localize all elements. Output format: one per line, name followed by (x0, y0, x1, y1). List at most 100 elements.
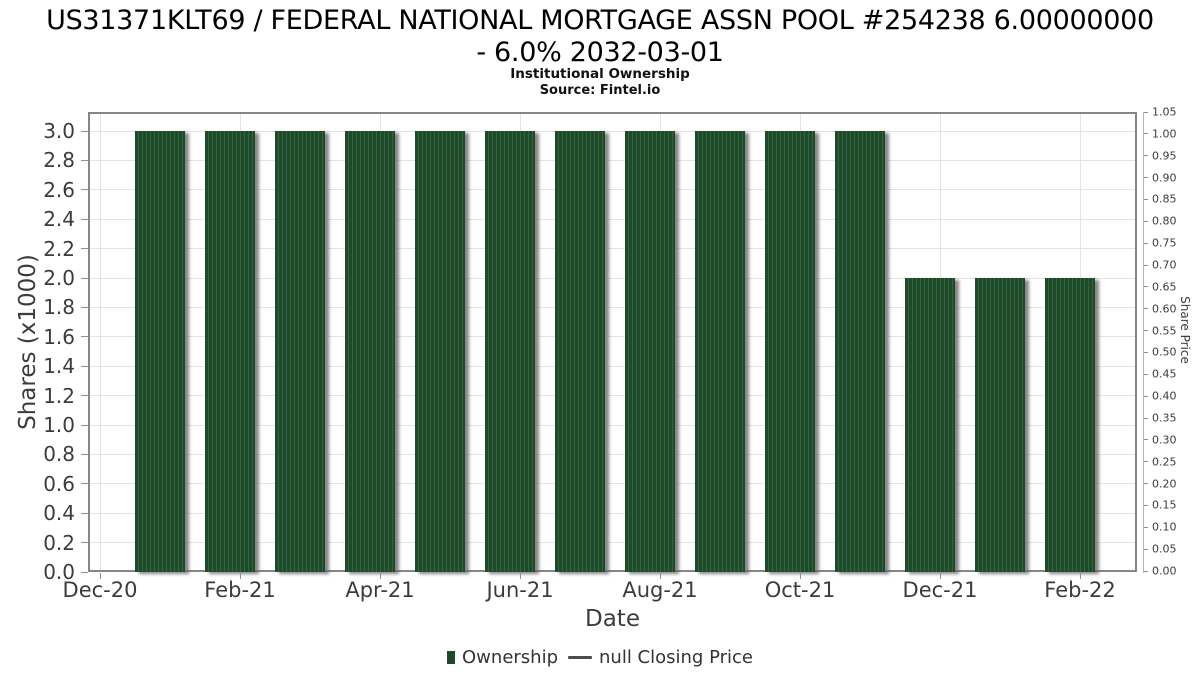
x-tick-mark-Apr-21 (380, 573, 381, 579)
right-tick-label-0.55: 0.55 (1152, 324, 1177, 338)
left-tick-mark-2.0 (81, 278, 88, 279)
legend: Ownership null Closing Price (0, 643, 1200, 671)
right-tick-label-0.30: 0.30 (1152, 433, 1177, 447)
right-tick-mark-1.00 (1143, 133, 1148, 134)
left-tick-mark-0.6 (81, 483, 88, 484)
left-tick-label-2.8: 2.8 (43, 148, 75, 173)
gridline-h-2.0 (90, 278, 1135, 279)
left-tick-label-1.8: 1.8 (43, 295, 75, 320)
bar-Jun-21[interactable] (485, 131, 535, 572)
right-tick-label-0.90: 0.90 (1152, 171, 1177, 185)
right-tick-label-0.00: 0.00 (1152, 564, 1177, 578)
chart-title-line-1: US31371KLT69 / FEDERAL NATIONAL MORTGAGE… (46, 5, 1154, 36)
left-tick-label-2.0: 2.0 (43, 266, 75, 290)
left-tick-mark-1.2 (81, 395, 88, 396)
right-tick-mark-1.05 (1143, 112, 1148, 113)
left-tick-label-1.4: 1.4 (43, 354, 75, 379)
bar-Nov-21[interactable] (835, 131, 885, 572)
gridline-h-0.2 (90, 542, 1135, 543)
x-tick-mark-Aug-21 (660, 573, 661, 579)
right-tick-label-0.80: 0.80 (1152, 214, 1177, 228)
right-tick-label-0.15: 0.15 (1152, 498, 1177, 512)
right-tick-mark-0.20 (1143, 483, 1148, 484)
x-tick-mark-Feb-22 (1080, 573, 1081, 579)
bar-Feb-21[interactable] (205, 131, 255, 572)
left-tick-label-3.0: 3.0 (43, 119, 75, 143)
left-tick-mark-1.6 (81, 336, 88, 337)
bar-Jan-22[interactable] (975, 278, 1025, 572)
x-tick-label-Dec-20: Dec-20 (62, 578, 138, 602)
bar-Jan-21[interactable] (135, 131, 185, 572)
left-tick-mark-0.0 (81, 572, 88, 573)
right-tick-mark-0.35 (1143, 418, 1148, 419)
right-tick-label-0.45: 0.45 (1152, 367, 1177, 381)
right-tick-label-0.95: 0.95 (1152, 149, 1177, 163)
x-tick-mark-Dec-21 (940, 573, 941, 579)
bar-Dec-21[interactable] (905, 278, 955, 572)
bar-Sep-21[interactable] (695, 131, 745, 572)
gridline-v-Dec-20 (100, 114, 101, 570)
bar-Aug-21[interactable] (625, 131, 675, 572)
right-tick-mark-0.45 (1143, 374, 1148, 375)
gridline-h-3.0 (90, 131, 1135, 132)
chart-subtitle: Institutional Ownership (510, 66, 690, 82)
gridline-h-0.4 (90, 513, 1135, 514)
right-tick-mark-0.80 (1143, 221, 1148, 222)
legend-item-closing-price[interactable]: null Closing Price (568, 647, 753, 668)
left-tick-label-0.6: 0.6 (43, 471, 75, 496)
bar-Apr-21[interactable] (345, 131, 395, 572)
left-tick-mark-2.6 (81, 189, 88, 190)
left-tick-label-1.0: 1.0 (43, 413, 75, 437)
right-tick-mark-0.40 (1143, 396, 1148, 397)
x-tick-mark-Dec-20 (100, 573, 101, 579)
left-tick-label-2.4: 2.4 (43, 207, 75, 232)
x-tick-mark-Oct-21 (800, 573, 801, 579)
bar-Oct-21[interactable] (765, 131, 815, 572)
gridline-h-1.8 (90, 307, 1135, 308)
x-tick-mark-Feb-21 (240, 573, 241, 579)
right-tick-mark-0.00 (1143, 571, 1148, 572)
right-tick-label-0.85: 0.85 (1152, 192, 1177, 206)
bar-Jul-21[interactable] (555, 131, 605, 572)
chart-source: Source: Fintel.io (539, 83, 661, 98)
right-tick-mark-0.85 (1143, 199, 1148, 200)
left-tick-mark-1.4 (81, 366, 88, 367)
right-tick-label-0.60: 0.60 (1152, 302, 1177, 316)
right-tick-mark-0.30 (1143, 439, 1148, 440)
left-axis-title: Shares (x1000) (15, 254, 41, 430)
right-tick-label-0.10: 0.10 (1152, 520, 1177, 534)
bar-Feb-22[interactable] (1045, 278, 1095, 572)
chart-title-line-2: - 6.0% 2032-03-01 (476, 37, 724, 68)
right-tick-label-0.70: 0.70 (1152, 258, 1177, 272)
right-tick-label-0.05: 0.05 (1152, 542, 1177, 556)
right-tick-mark-0.70 (1143, 265, 1148, 266)
right-tick-label-1.00: 1.00 (1152, 127, 1177, 141)
bar-Mar-21[interactable] (275, 131, 325, 572)
right-tick-label-0.20: 0.20 (1152, 477, 1177, 491)
legend-item-ownership[interactable]: Ownership (447, 647, 558, 668)
right-axis-line (1143, 112, 1144, 573)
left-tick-mark-2.2 (81, 248, 88, 249)
right-tick-mark-0.50 (1143, 352, 1148, 353)
right-tick-label-0.50: 0.50 (1152, 345, 1177, 359)
bar-May-21[interactable] (415, 131, 465, 572)
gridline-h-0.6 (90, 483, 1135, 484)
right-tick-mark-0.90 (1143, 177, 1148, 178)
right-tick-label-0.40: 0.40 (1152, 389, 1177, 403)
legend-label-ownership: Ownership (462, 646, 559, 668)
right-tick-mark-0.15 (1143, 505, 1148, 506)
left-tick-label-0.0: 0.0 (43, 560, 75, 584)
closing-price-series-dash-icon (568, 655, 593, 659)
right-tick-mark-0.65 (1143, 286, 1148, 287)
left-tick-mark-1.0 (81, 425, 88, 426)
plot-area (88, 112, 1137, 572)
left-tick-label-0.2: 0.2 (43, 530, 75, 555)
right-tick-mark-0.25 (1143, 461, 1148, 462)
x-tick-label-Feb-21: Feb-21 (204, 578, 276, 602)
x-tick-mark-Jun-21 (520, 573, 521, 579)
x-tick-label-Dec-21: Dec-21 (902, 578, 978, 602)
x-tick-label-Apr-21: Apr-21 (345, 578, 415, 602)
left-tick-mark-2.4 (81, 219, 88, 220)
gridline-h-2.4 (90, 219, 1135, 220)
right-tick-mark-0.75 (1143, 243, 1148, 244)
